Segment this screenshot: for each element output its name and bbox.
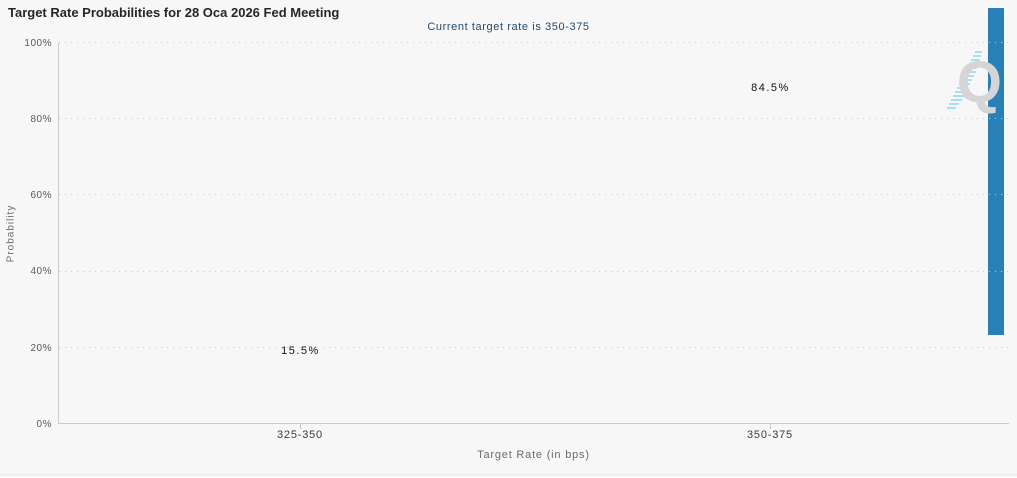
watermark-q-letter: Q	[956, 50, 1002, 115]
gridline-20	[59, 347, 1010, 348]
quikstrike-watermark: Q	[935, 46, 1007, 118]
y-tick-label: 60%	[30, 190, 52, 201]
chart-subtitle: Current target rate is 350-375	[427, 21, 590, 33]
x-category-label: 325-350	[277, 429, 323, 441]
y-tick-label: 0%	[36, 419, 52, 430]
y-tick-label: 80%	[30, 114, 52, 125]
bar-value-label: 15.5%	[281, 344, 320, 357]
bottom-border-line	[0, 474, 1017, 475]
gridline-80	[59, 118, 1010, 119]
hamburger-menu-icon[interactable]	[988, 8, 1004, 335]
y-tick-label: 40%	[30, 266, 52, 277]
y-axis-title: Probability	[5, 204, 17, 263]
y-tick-label: 100%	[24, 38, 52, 49]
hamburger-bar	[988, 13, 1004, 335]
bar-value-label: 84.5%	[751, 82, 790, 95]
chart-title: Target Rate Probabilities for 28 Oca 202…	[8, 5, 340, 20]
y-tick-label: 20%	[30, 343, 52, 354]
plot-area: 15.5% 84.5%	[58, 42, 1010, 424]
gridline-40	[59, 271, 1010, 272]
hamburger-bar	[988, 18, 1004, 21]
watermark-dashes-icon	[947, 51, 982, 109]
x-axis-title: Target Rate (in bps)	[477, 449, 590, 461]
x-category-label: 350-375	[747, 429, 793, 441]
gridline-100	[59, 42, 1010, 43]
gridline-60	[59, 194, 1010, 195]
x-tick-mark	[770, 424, 771, 429]
x-tick-mark	[300, 424, 301, 429]
